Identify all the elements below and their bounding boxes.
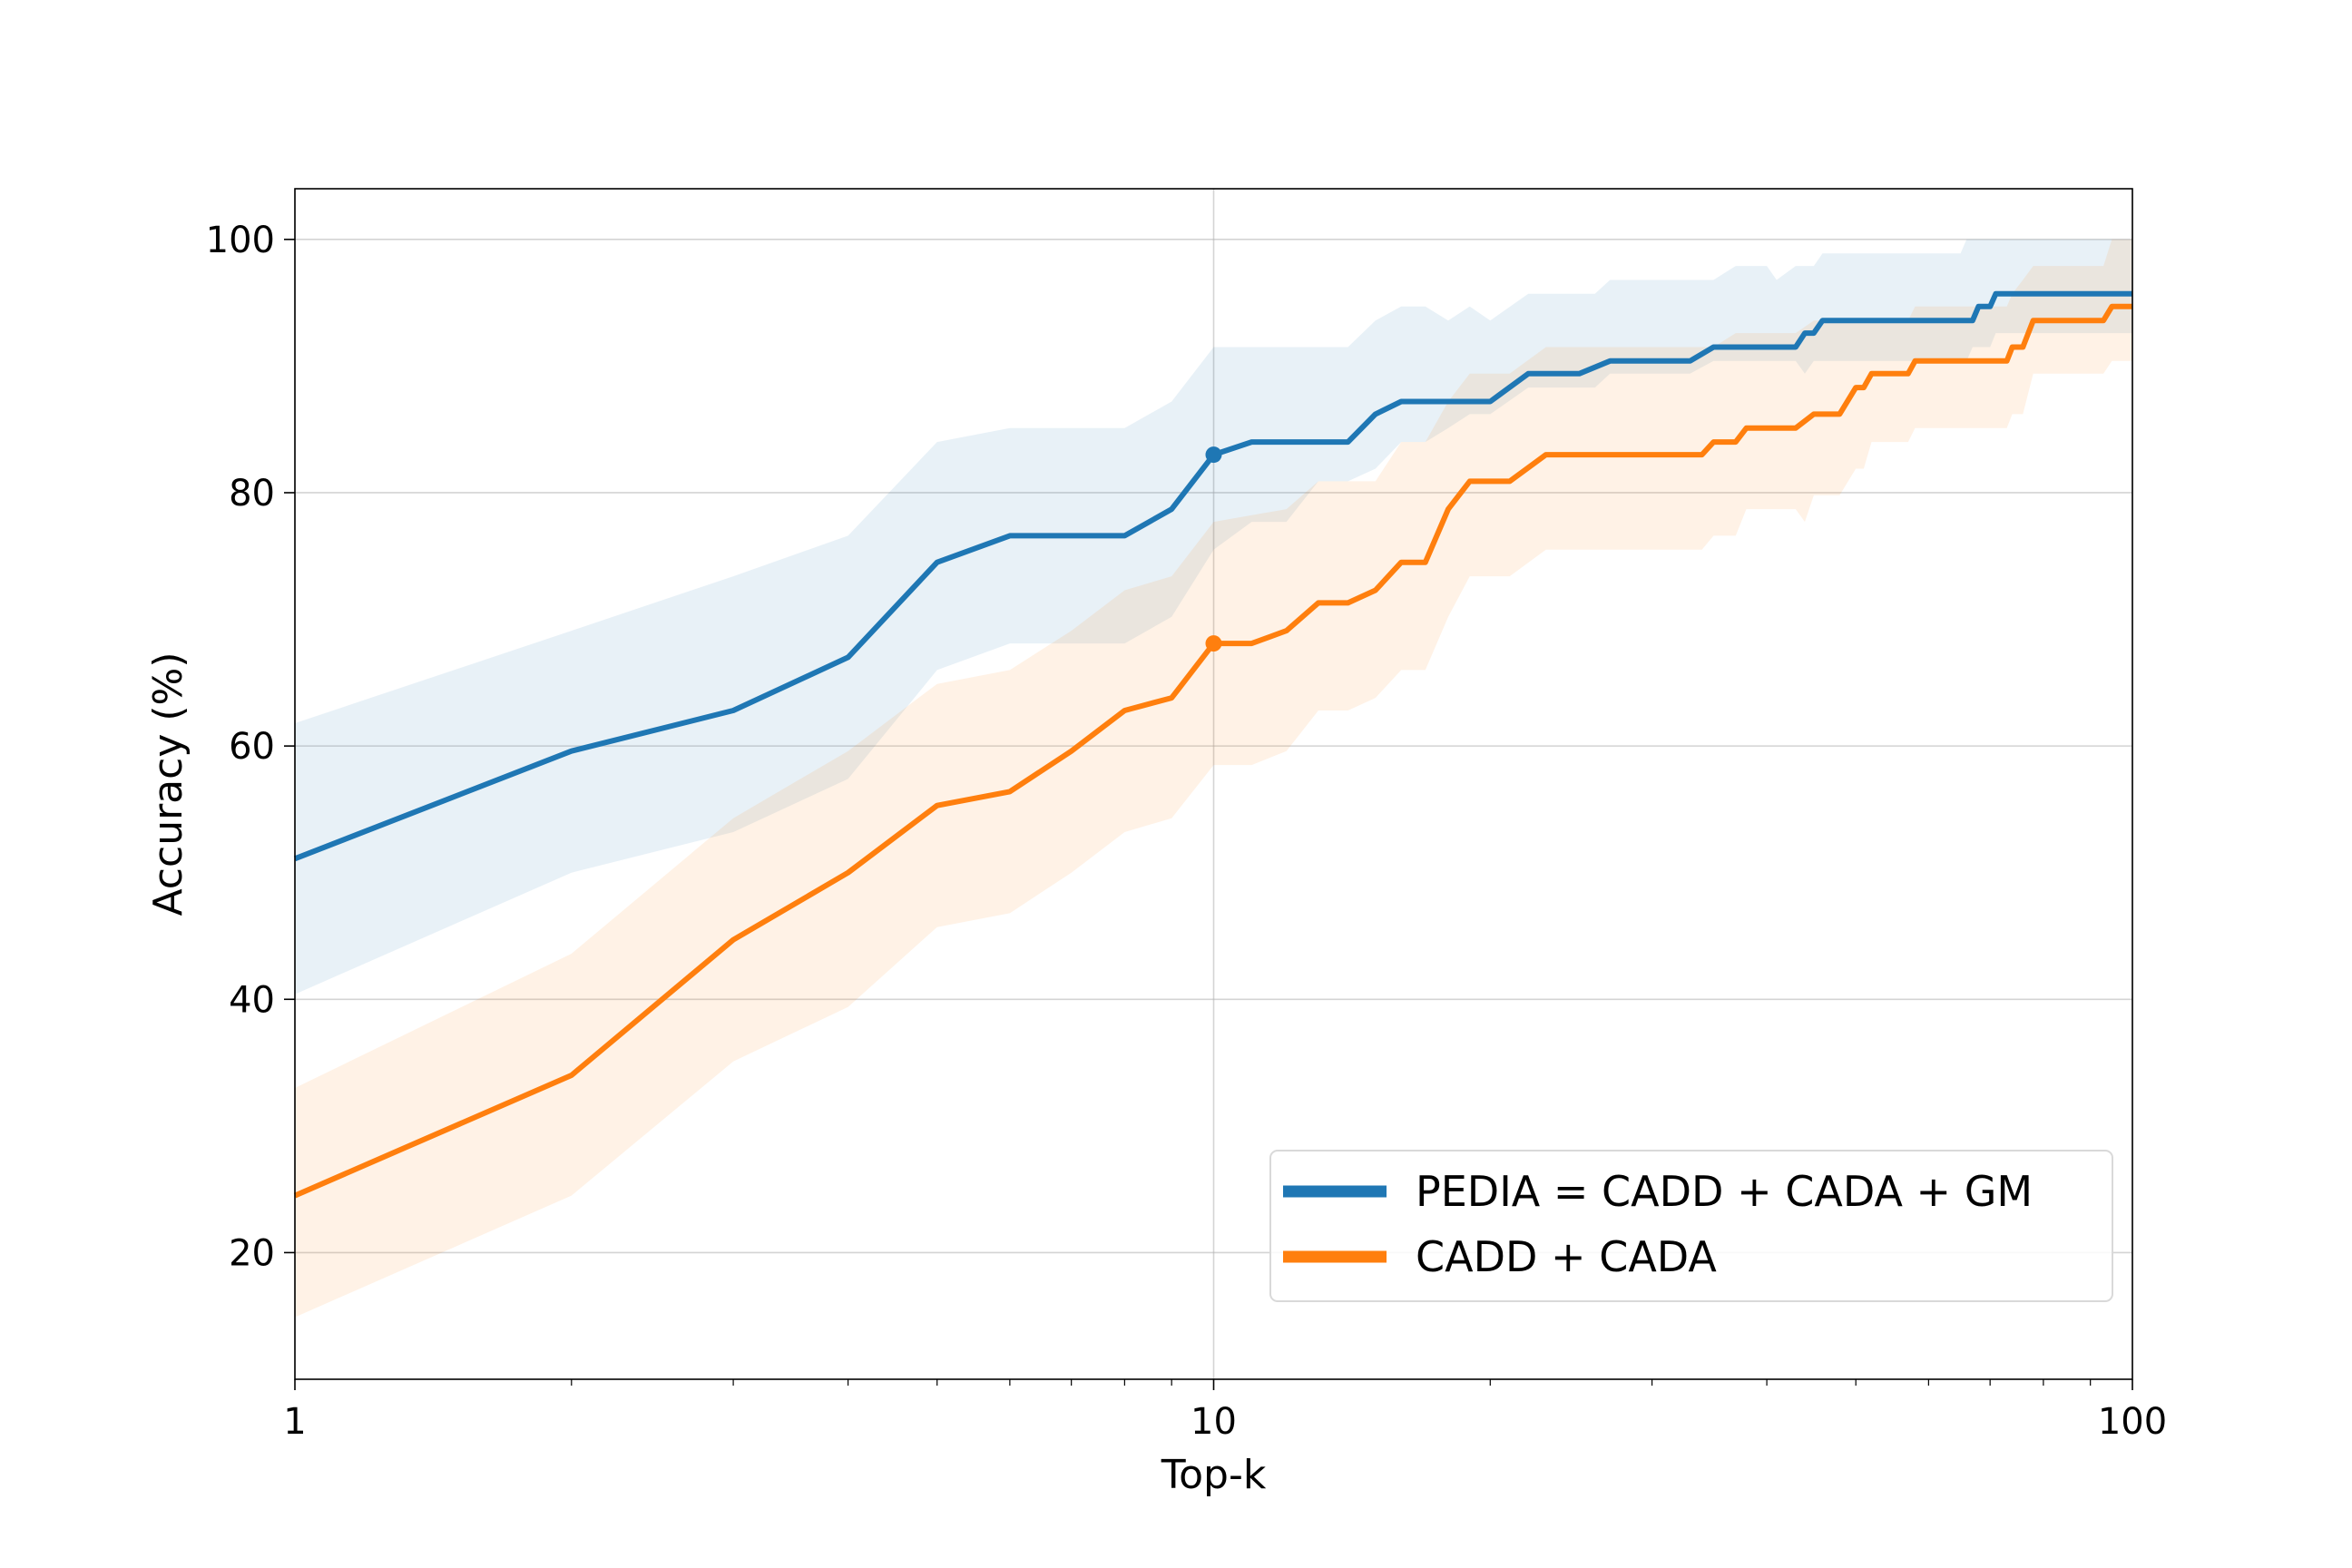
- x-axis-label: Top-k: [1161, 1452, 1267, 1498]
- legend-box: [1269, 1150, 2113, 1302]
- legend-label-cadd-cada: CADD + CADA: [1416, 1232, 1717, 1281]
- x-tick-label-100: 100: [2098, 1401, 2167, 1443]
- highlight-markers: [1205, 446, 1222, 652]
- series-line-1: [293, 303, 2132, 1199]
- series-lines: [293, 290, 2132, 1199]
- series-line-0: [293, 290, 2132, 862]
- legend-label-pedia: PEDIA = CADD + CADA + GM: [1416, 1167, 2033, 1216]
- y-tick-label-20: 20: [229, 1232, 275, 1274]
- confidence-band-0: [295, 239, 2132, 995]
- y-tick-label-40: 40: [229, 979, 275, 1021]
- legend: PEDIA = CADD + CADA + GM CADD + CADA: [1269, 1150, 2113, 1302]
- y-axis-label: Accuracy (%): [145, 652, 191, 916]
- highlight-point-1: [1205, 635, 1222, 652]
- y-tick-label-60: 60: [229, 726, 275, 768]
- confidence-bands: [295, 239, 2132, 1318]
- confidence-band-1: [295, 239, 2132, 1318]
- highlight-point-0: [1205, 446, 1222, 464]
- x-tick-label-1: 1: [283, 1401, 306, 1443]
- y-tick-label-100: 100: [206, 220, 275, 261]
- axis-ticks: 20 40 60 80 100 1 10 100: [206, 220, 2168, 1443]
- x-tick-label-10: 10: [1191, 1401, 1237, 1443]
- y-tick-label-80: 80: [229, 473, 275, 514]
